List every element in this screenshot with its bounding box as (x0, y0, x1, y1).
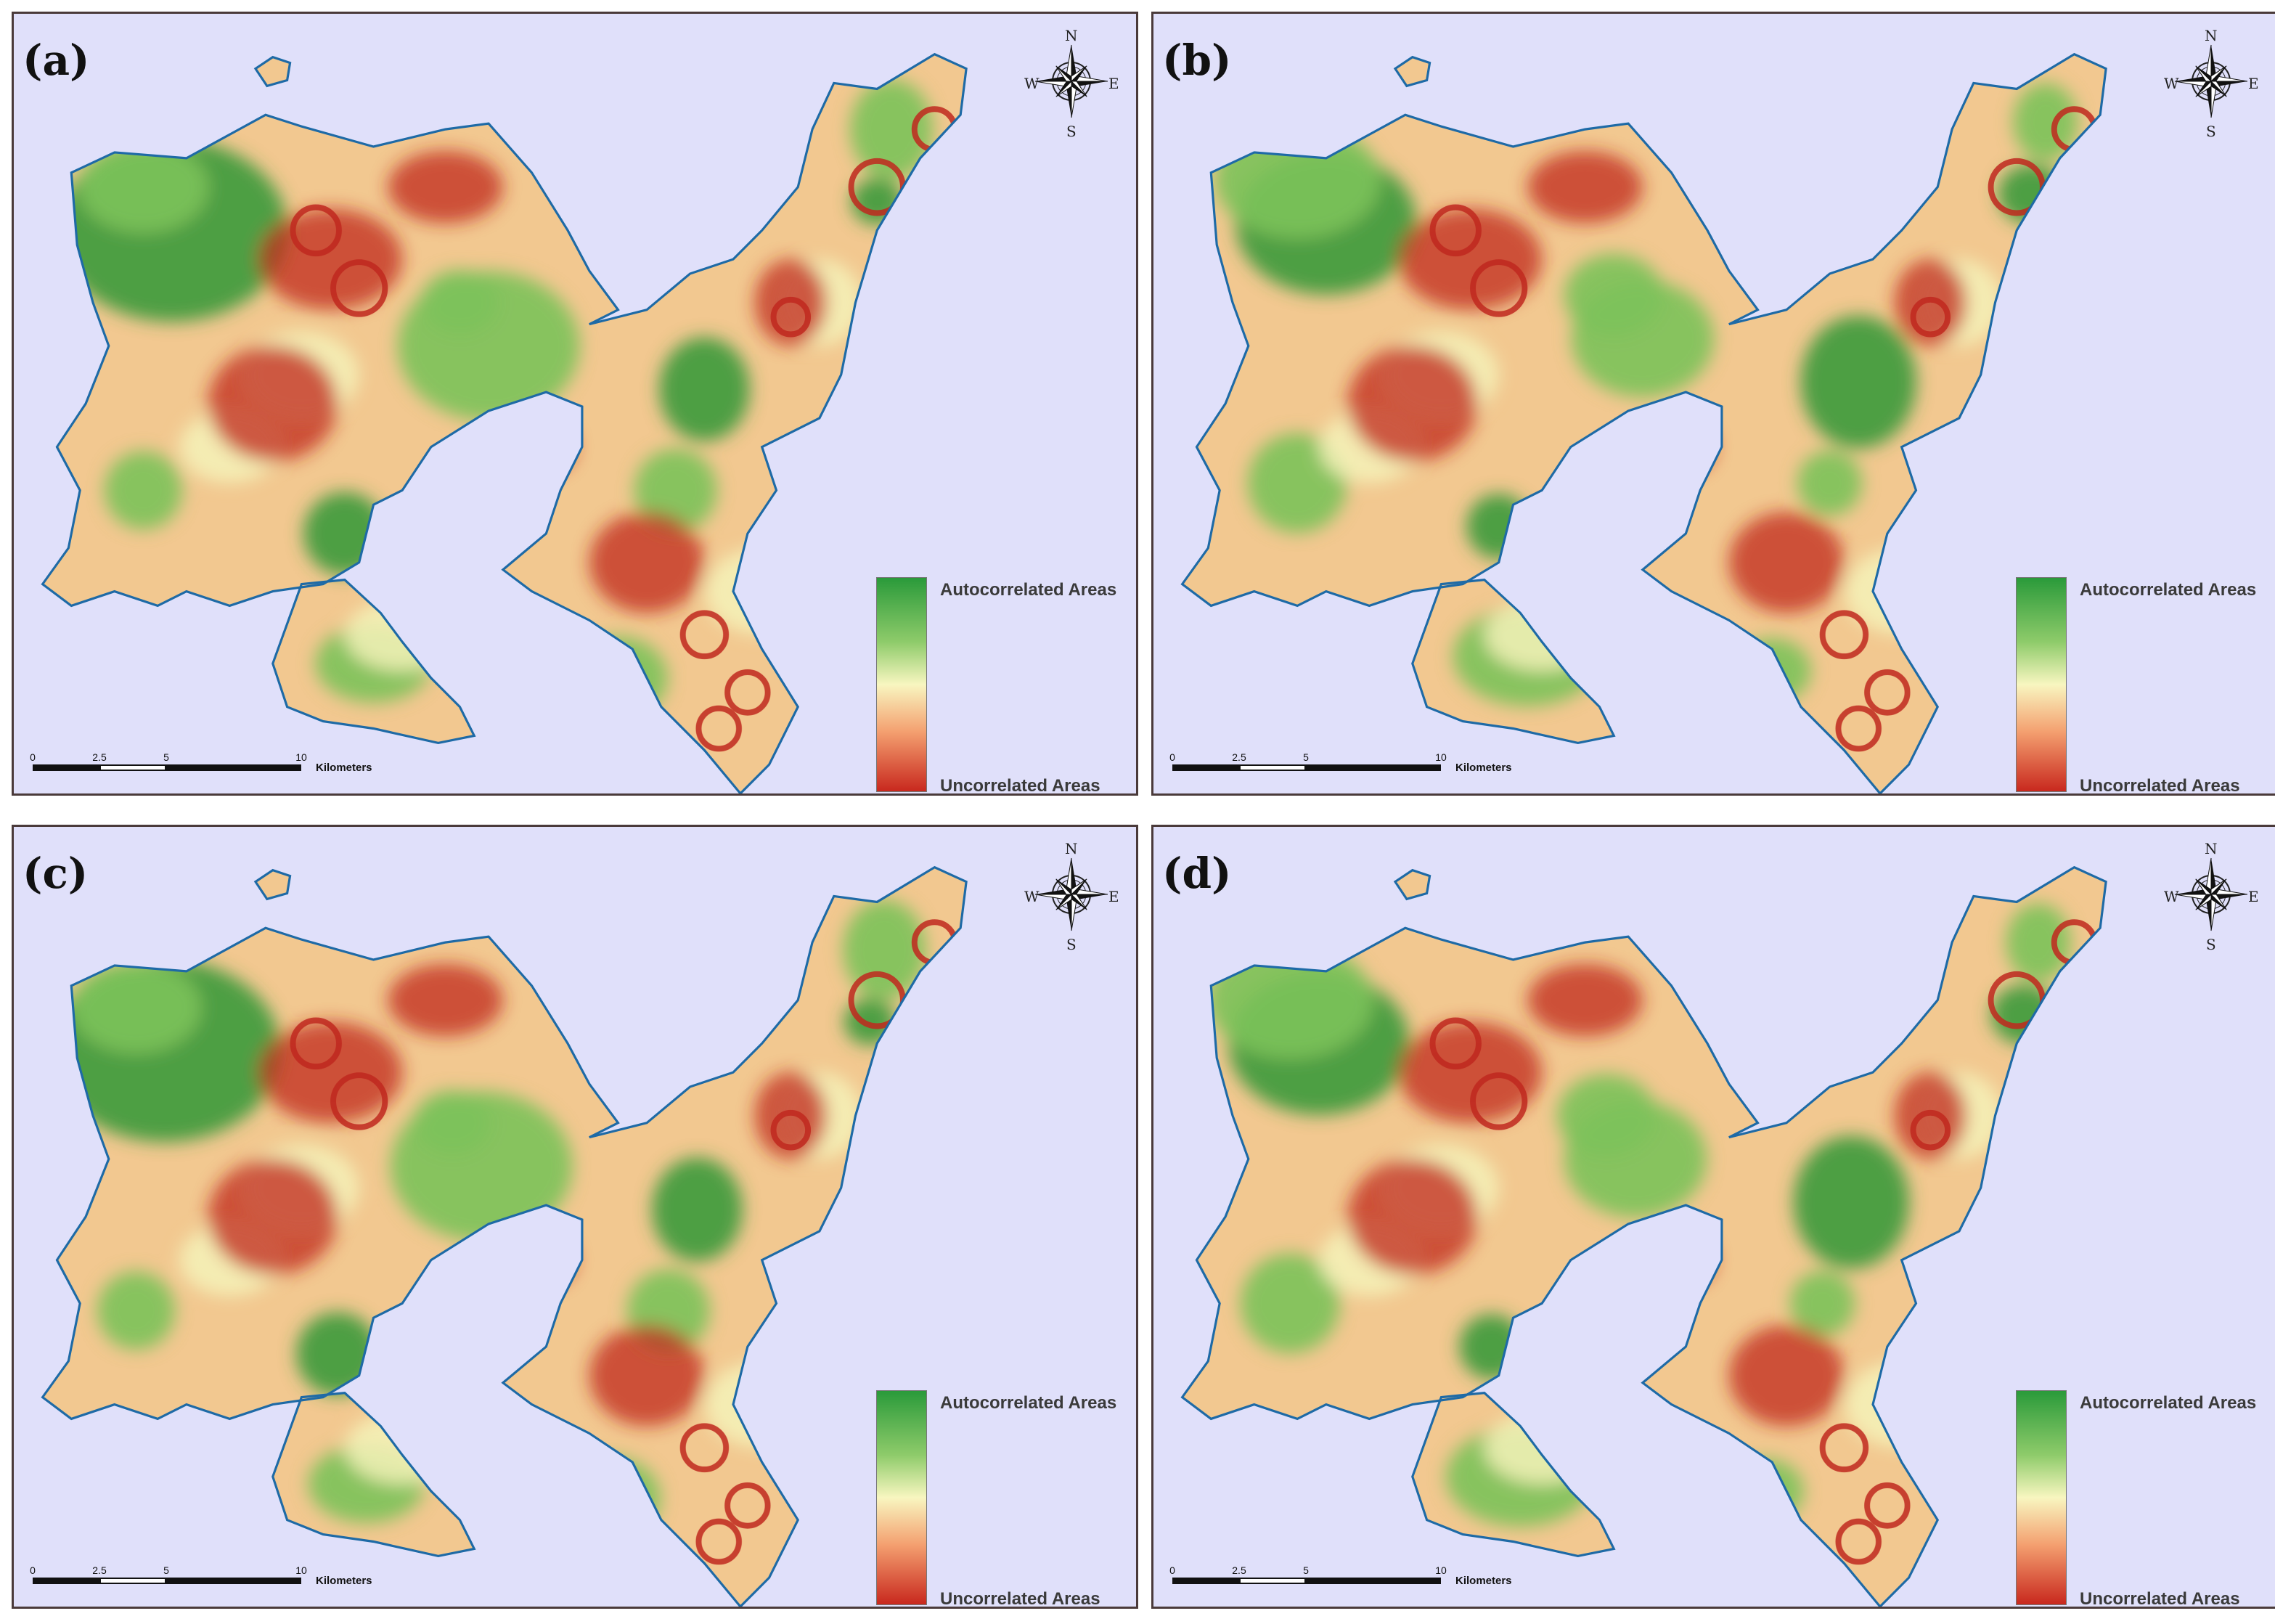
coastline (271, 1391, 476, 1558)
compass-e-label: E (2248, 75, 2259, 92)
scale-tick-label: 10 (295, 751, 307, 763)
legend-high-label: Autocorrelated Areas (940, 580, 1117, 600)
scale-tick-label: 5 (163, 751, 169, 763)
legend-high-label: Autocorrelated Areas (940, 1393, 1117, 1413)
compass-rose-icon: N S W E (2164, 27, 2259, 140)
scale-tick-label: 5 (1303, 751, 1309, 763)
compass-rose-icon: N S W E (1024, 840, 1119, 953)
scale-bar-segment (1172, 764, 1239, 771)
compass-w-label: W (1024, 75, 1040, 92)
compass-n-label: N (1065, 840, 1078, 857)
panel-label: (c) (23, 849, 89, 898)
scale-bar-segment (33, 1578, 99, 1584)
panel-label: (b) (1162, 36, 1232, 85)
compass-rose-icon: N S W E (1024, 27, 1119, 140)
legend-color-ramp (2016, 1390, 2067, 1605)
scale-tick-label: 0 (1169, 751, 1175, 763)
map-panel-b: (b) N S W E Autocorrelated Areas Uncorrelated … (1151, 12, 2275, 796)
scale-unit-label: Kilometers (316, 1575, 372, 1587)
scale-bar: 0 2.5 5 10 Kilometers (1169, 1564, 1579, 1601)
color-legend: Autocorrelated Areas Uncorrelated Areas (2003, 1379, 2275, 1607)
coastline (271, 578, 476, 745)
island-map (14, 827, 1136, 1607)
compass-rose-icon: N S W E (2164, 840, 2259, 953)
map-panel-a: (a) N S W E Autocorrelated Areas Uncorrelated … (12, 12, 1138, 796)
legend-low-label: Uncorrelated Areas (940, 776, 1100, 796)
legend-high-label: Autocorrelated Areas (2080, 1393, 2257, 1413)
island-map (1153, 14, 2275, 793)
coastline (1411, 1391, 1616, 1558)
panel-label: (a) (23, 36, 90, 85)
compass-e-label: E (1108, 888, 1119, 905)
legend-low-label: Uncorrelated Areas (2080, 1589, 2240, 1609)
legend-color-ramp (2016, 577, 2067, 792)
compass-n-label: N (1065, 27, 1078, 44)
scale-bar-segment (1239, 764, 1306, 771)
scale-bar-segment (1172, 1578, 1239, 1584)
scale-tick-label: 2.5 (92, 751, 107, 763)
color-legend: Autocorrelated Areas Uncorrelated Areas (2003, 566, 2275, 793)
coastline (1393, 868, 1431, 901)
scale-bar-segment (1306, 1578, 1441, 1584)
panel-label: (d) (1162, 849, 1232, 898)
compass-s-label: S (2206, 123, 2216, 140)
scale-bar-segment (33, 764, 99, 771)
scale-bar: 0 2.5 5 10 Kilometers (30, 751, 439, 788)
coastline (1411, 578, 1616, 745)
coastline (253, 868, 292, 901)
scale-bar-segment (1306, 764, 1441, 771)
compass-w-label: W (1024, 888, 1040, 905)
scale-tick-label: 10 (1435, 1564, 1447, 1576)
scale-bar: 0 2.5 5 10 Kilometers (30, 1564, 439, 1601)
scale-tick-label: 10 (1435, 751, 1447, 763)
compass-s-label: S (1066, 936, 1077, 953)
map-panel-c: (c) N S W E Autocorrelated Areas Uncorrelated … (12, 825, 1138, 1609)
scale-tick-label: 0 (30, 751, 36, 763)
legend-low-label: Uncorrelated Areas (940, 1589, 1100, 1609)
legend-color-ramp (876, 577, 927, 792)
island-map (1153, 827, 2275, 1607)
scale-tick-label: 0 (1169, 1564, 1175, 1576)
coastline (1393, 55, 1431, 88)
compass-w-label: W (2164, 888, 2179, 905)
scale-tick-label: 2.5 (1232, 751, 1246, 763)
scale-tick-label: 5 (163, 1564, 169, 1576)
compass-s-label: S (2206, 936, 2216, 953)
scale-bar-segment (99, 1578, 166, 1584)
scale-bar-segment (99, 764, 166, 771)
scale-bar: 0 2.5 5 10 Kilometers (1169, 751, 1579, 788)
scale-tick-label: 2.5 (92, 1564, 107, 1576)
coastline (41, 865, 968, 1607)
compass-w-label: W (2164, 75, 2179, 92)
scale-tick-label: 5 (1303, 1564, 1309, 1576)
compass-n-label: N (2205, 27, 2218, 44)
legend-low-label: Uncorrelated Areas (2080, 776, 2240, 796)
compass-n-label: N (2205, 840, 2218, 857)
legend-color-ramp (876, 1390, 927, 1605)
scale-unit-label: Kilometers (316, 762, 372, 774)
coastline (1180, 865, 2107, 1607)
compass-e-label: E (1108, 75, 1119, 92)
scale-unit-label: Kilometers (1455, 1575, 1512, 1587)
scale-bar-segment (166, 764, 301, 771)
compass-e-label: E (2248, 888, 2259, 905)
coastline (41, 52, 968, 793)
map-panel-d: (d) N S W E Autocorrelated Areas Uncorrelated … (1151, 825, 2275, 1609)
color-legend: Autocorrelated Areas Uncorrelated Areas (863, 1379, 1136, 1607)
compass-s-label: S (1066, 123, 1077, 140)
coastline (253, 55, 292, 88)
island-map (14, 14, 1136, 793)
color-legend: Autocorrelated Areas Uncorrelated Areas (863, 566, 1136, 793)
coastline (1180, 52, 2107, 793)
scale-bar-segment (166, 1578, 301, 1584)
scale-tick-label: 0 (30, 1564, 36, 1576)
scale-tick-label: 10 (295, 1564, 307, 1576)
legend-high-label: Autocorrelated Areas (2080, 580, 2257, 600)
scale-tick-label: 2.5 (1232, 1564, 1246, 1576)
scale-bar-segment (1239, 1578, 1306, 1584)
scale-unit-label: Kilometers (1455, 762, 1512, 774)
